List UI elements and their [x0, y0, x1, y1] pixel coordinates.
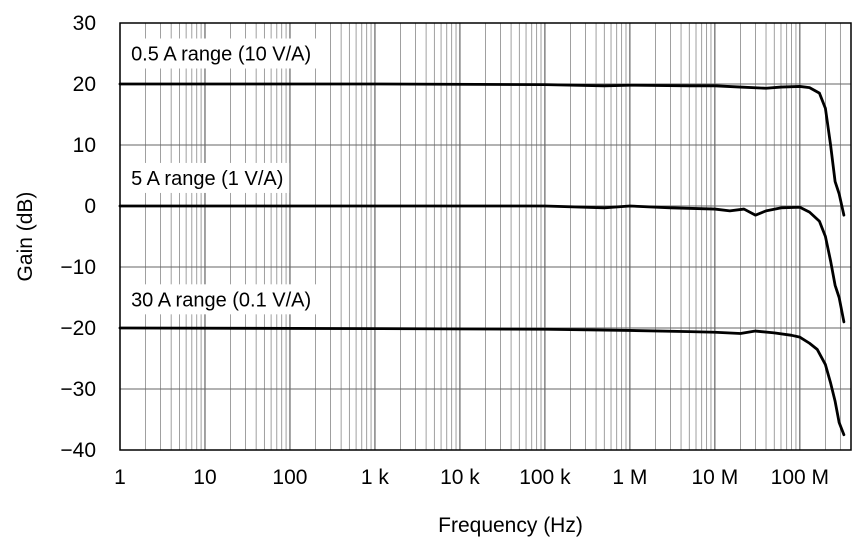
y-tick-label: −40: [60, 439, 96, 462]
series-line: [118, 204, 846, 324]
series-line: [118, 326, 846, 437]
series-curves: [118, 82, 846, 437]
series-label-backgrounds: [125, 38, 318, 315]
y-tick-labels: 30 20 10 0 −10 −20 −30 −40: [60, 12, 96, 462]
x-axis-label: Frequency (Hz): [438, 514, 583, 537]
series-label-background: [125, 162, 290, 193]
x-tick-labels: 1 10 100 1 k 10 k 100 k 1 M 10 M 100 M: [114, 466, 829, 489]
series-label-background: [125, 284, 318, 315]
series-label: 30 A range (0.1 V/A): [131, 289, 311, 311]
y-tick-label: −30: [60, 378, 96, 401]
plot-frame: [119, 22, 852, 451]
x-tick-label: 1: [114, 466, 126, 489]
y-tick-label: 20: [73, 73, 96, 96]
x-tick-label: 10 k: [440, 466, 480, 489]
y-tick-label: −20: [60, 317, 96, 340]
y-tick-label: 0: [84, 195, 96, 218]
x-tick-label: 100 M: [771, 466, 829, 489]
series-label-background: [125, 38, 318, 69]
series-label: 5 A range (1 V/A): [131, 168, 283, 190]
y-tick-label: 10: [73, 134, 96, 157]
y-tick-label: −10: [60, 256, 96, 279]
x-tick-label: 100: [272, 466, 307, 489]
x-tick-label: 10: [193, 466, 216, 489]
series-label: 0.5 A range (10 V/A): [131, 44, 311, 66]
x-tick-label: 1 M: [612, 466, 647, 489]
y-axis-label: Gain (dB): [14, 192, 37, 282]
x-tick-label: 1 k: [361, 466, 390, 489]
series-line: [118, 82, 846, 217]
y-tick-label: 30: [73, 12, 96, 35]
x-tick-label: 10 M: [692, 466, 739, 489]
series-labels: 0.5 A range (10 V/A) 5 A range (1 V/A) 30 …: [131, 44, 311, 312]
x-tick-label: 100 k: [519, 466, 571, 489]
